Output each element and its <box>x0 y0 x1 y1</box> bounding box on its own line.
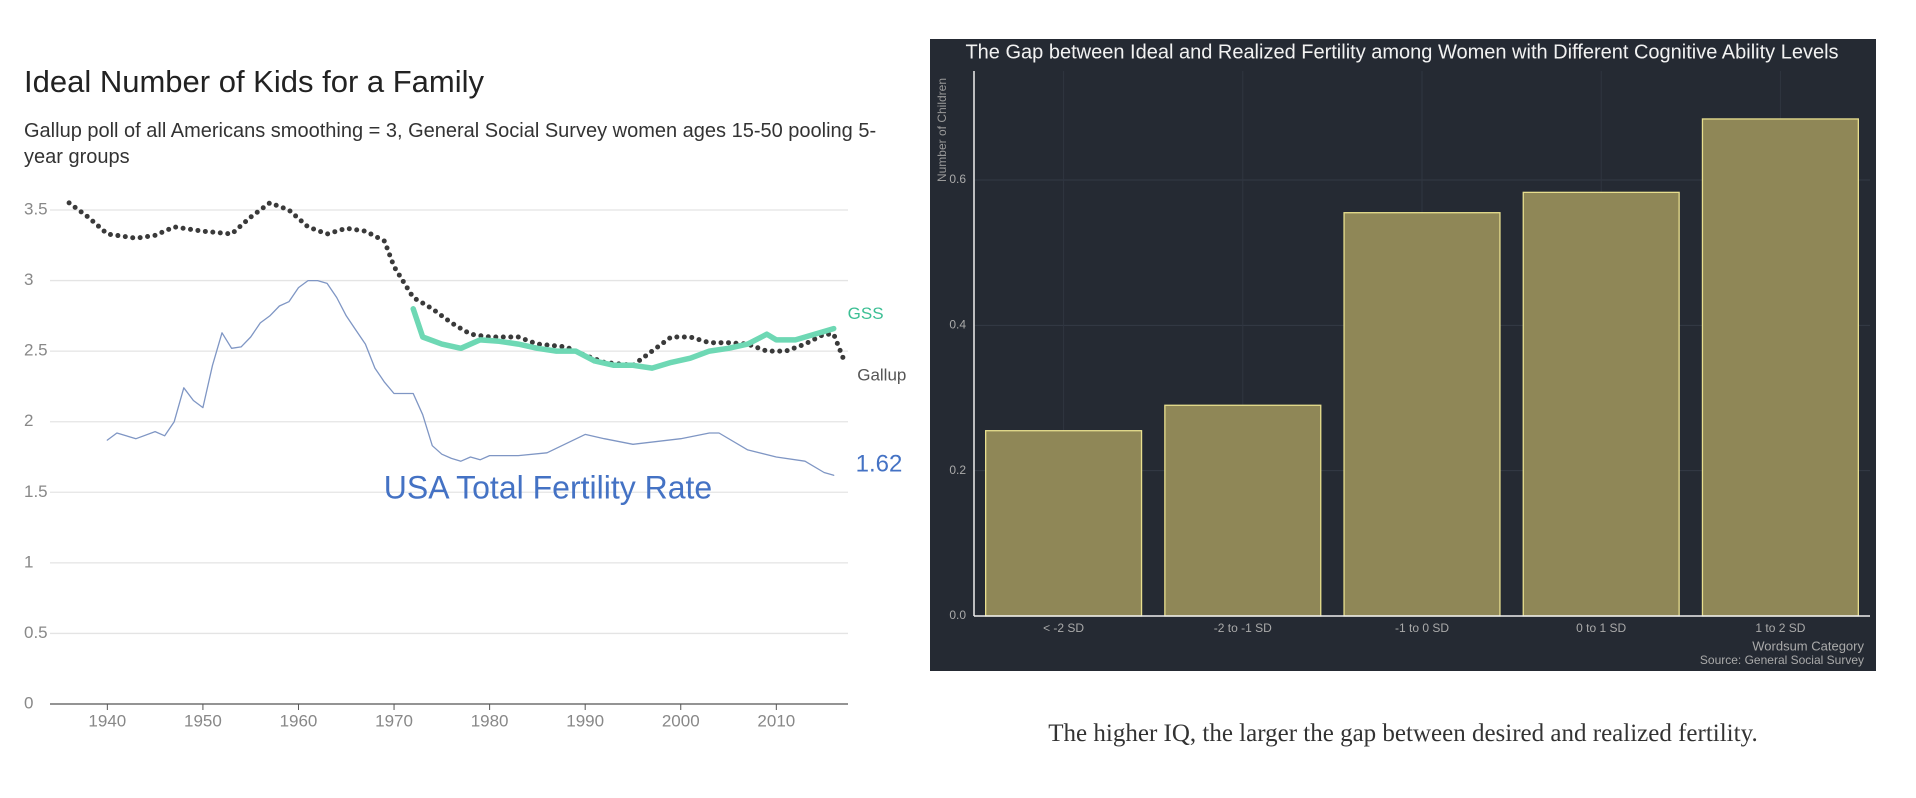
x-tick-label: 2000 <box>662 711 700 730</box>
x-tick-label: 1 to 2 SD <box>1755 621 1805 635</box>
series-label: USA Total Fertility Rate <box>384 469 712 505</box>
source: Source: General Social Survey <box>1700 653 1864 667</box>
y-tick-label: 0.2 <box>949 463 966 477</box>
bar <box>984 430 1143 617</box>
x-tick-label: 1980 <box>471 711 509 730</box>
x-tick-label: 1960 <box>280 711 318 730</box>
x-tick-label: 1990 <box>566 711 604 730</box>
y-tick-label: 0 <box>24 693 33 712</box>
bar <box>1343 212 1501 617</box>
y-tick-label: 3 <box>24 270 33 289</box>
chart-title: Ideal Number of Kids for a Family <box>24 64 485 99</box>
y-tick-label: 0.6 <box>949 172 966 186</box>
x-tick-label: < -2 SD <box>1043 621 1084 635</box>
x-tick-label: 2010 <box>757 711 795 730</box>
series-label: GSS <box>848 304 884 323</box>
series-line <box>106 279 835 476</box>
y-tick-label: 3.5 <box>24 199 48 218</box>
chart-subtitle: Gallup poll of all Americans smoothing =… <box>24 120 877 168</box>
x-tick-label: -2 to -1 SD <box>1214 621 1272 635</box>
end-label: 1.62 <box>856 451 903 478</box>
x-tick-label: 1970 <box>375 711 413 730</box>
y-tick-label: 0.0 <box>949 608 966 622</box>
x-tick-label: 1950 <box>184 711 222 730</box>
y-tick-label: 2 <box>24 411 33 430</box>
y-tick-label: 2.5 <box>24 341 48 360</box>
caption: The higher IQ, the larger the gap betwee… <box>1048 720 1758 747</box>
bar <box>1701 118 1860 617</box>
y-tick-label: 1.5 <box>24 482 48 501</box>
series-line <box>66 200 846 368</box>
series-line <box>410 306 837 371</box>
x-tick-label: 0 to 1 SD <box>1576 621 1626 635</box>
y-axis-label: Number of Children <box>935 78 949 182</box>
bar <box>1164 404 1322 617</box>
x-tick-label: 1940 <box>88 711 126 730</box>
series-label: Gallup <box>857 366 906 385</box>
y-tick-label: 0.4 <box>949 318 966 332</box>
x-tick-label: -1 to 0 SD <box>1395 621 1449 635</box>
bar <box>1522 191 1680 617</box>
chart-title: The Gap between Ideal and Realized Ferti… <box>965 41 1838 63</box>
x-axis-label: Wordsum Category <box>1752 638 1864 653</box>
y-tick-label: 0.5 <box>24 623 48 642</box>
y-tick-label: 1 <box>24 552 33 571</box>
